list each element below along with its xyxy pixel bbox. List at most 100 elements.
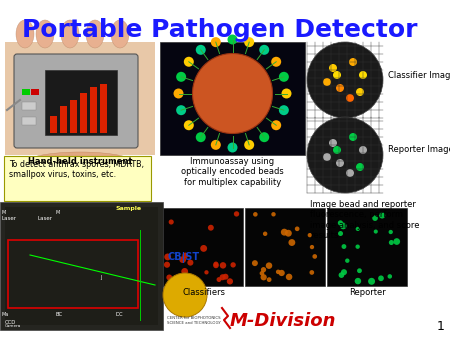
Circle shape bbox=[227, 278, 233, 285]
Bar bbox=[160, 42, 305, 155]
Circle shape bbox=[310, 270, 314, 275]
Circle shape bbox=[333, 146, 341, 154]
Bar bbox=[245, 208, 325, 286]
Circle shape bbox=[333, 71, 341, 79]
FancyBboxPatch shape bbox=[4, 156, 151, 201]
Circle shape bbox=[220, 274, 225, 280]
Bar bbox=[100, 83, 107, 133]
Circle shape bbox=[323, 153, 331, 161]
Circle shape bbox=[184, 120, 194, 130]
Circle shape bbox=[200, 245, 207, 252]
Circle shape bbox=[174, 89, 184, 98]
Circle shape bbox=[372, 215, 378, 221]
Text: Sample: Sample bbox=[115, 206, 141, 211]
Circle shape bbox=[176, 72, 186, 82]
Text: Reporter Image: Reporter Image bbox=[388, 145, 450, 154]
Circle shape bbox=[346, 169, 354, 177]
Circle shape bbox=[253, 212, 258, 217]
Circle shape bbox=[259, 132, 269, 142]
Bar bbox=[60, 106, 67, 133]
Circle shape bbox=[244, 37, 254, 47]
Circle shape bbox=[349, 133, 357, 141]
Circle shape bbox=[228, 143, 238, 152]
FancyBboxPatch shape bbox=[14, 54, 138, 148]
Text: CENTER for BIOPHOTONICS
SCIENCE and TECHNOLOGY: CENTER for BIOPHOTONICS SCIENCE and TECH… bbox=[167, 316, 221, 325]
Circle shape bbox=[163, 273, 207, 317]
Bar bbox=[8, 240, 138, 308]
Bar bbox=[22, 102, 36, 110]
Circle shape bbox=[349, 58, 357, 66]
Bar bbox=[22, 89, 30, 95]
Circle shape bbox=[279, 72, 289, 82]
Circle shape bbox=[244, 140, 254, 150]
Circle shape bbox=[285, 230, 292, 237]
Circle shape bbox=[261, 267, 266, 272]
Circle shape bbox=[184, 57, 194, 67]
Circle shape bbox=[338, 220, 343, 225]
Circle shape bbox=[393, 238, 400, 245]
Circle shape bbox=[307, 42, 383, 118]
Text: Portable Pathogen Detector: Portable Pathogen Detector bbox=[22, 18, 418, 42]
Circle shape bbox=[356, 88, 364, 96]
Circle shape bbox=[182, 252, 188, 258]
Circle shape bbox=[279, 105, 289, 115]
Circle shape bbox=[310, 245, 314, 249]
Circle shape bbox=[179, 256, 186, 263]
Circle shape bbox=[213, 262, 218, 267]
Circle shape bbox=[211, 140, 221, 150]
Circle shape bbox=[181, 268, 188, 275]
Circle shape bbox=[359, 71, 367, 79]
Text: M-Division: M-Division bbox=[230, 312, 337, 330]
Circle shape bbox=[281, 229, 288, 236]
Bar bbox=[22, 117, 36, 125]
Circle shape bbox=[379, 212, 385, 219]
Bar bbox=[31, 89, 39, 95]
Ellipse shape bbox=[61, 20, 79, 48]
Circle shape bbox=[342, 244, 346, 249]
Text: 1: 1 bbox=[437, 320, 445, 333]
Text: Classifiers: Classifiers bbox=[183, 288, 225, 297]
Circle shape bbox=[341, 269, 347, 275]
Circle shape bbox=[338, 231, 343, 236]
Text: Image bead and reporter
fluorescence, perform
image analysis, and score
results: Image bead and reporter fluorescence, pe… bbox=[310, 200, 419, 240]
Circle shape bbox=[368, 278, 375, 285]
Circle shape bbox=[389, 230, 393, 234]
Circle shape bbox=[223, 274, 229, 280]
Text: Ma: Ma bbox=[2, 312, 9, 317]
Text: Classifier Image: Classifier Image bbox=[388, 71, 450, 79]
Circle shape bbox=[279, 270, 285, 276]
Ellipse shape bbox=[36, 20, 54, 48]
Circle shape bbox=[355, 278, 361, 284]
Circle shape bbox=[359, 146, 367, 154]
Text: Reporter: Reporter bbox=[349, 288, 385, 297]
Circle shape bbox=[261, 274, 267, 281]
Circle shape bbox=[346, 94, 354, 102]
Circle shape bbox=[271, 120, 281, 130]
Bar bbox=[90, 88, 97, 133]
Circle shape bbox=[387, 274, 392, 279]
Circle shape bbox=[266, 262, 272, 269]
Ellipse shape bbox=[111, 20, 129, 48]
Bar bbox=[50, 116, 57, 133]
Circle shape bbox=[220, 262, 226, 269]
Circle shape bbox=[345, 259, 350, 263]
Bar bbox=[0, 202, 163, 330]
Text: Camera: Camera bbox=[5, 324, 21, 328]
Circle shape bbox=[356, 227, 360, 231]
Circle shape bbox=[389, 240, 394, 245]
Bar bbox=[163, 208, 243, 286]
Circle shape bbox=[230, 262, 236, 268]
Circle shape bbox=[357, 268, 362, 273]
Circle shape bbox=[288, 239, 295, 246]
Text: Hand-held instrument: Hand-held instrument bbox=[28, 157, 132, 166]
Text: CB|ST: CB|ST bbox=[167, 252, 199, 263]
Text: CCD: CCD bbox=[5, 320, 16, 325]
Circle shape bbox=[329, 139, 337, 147]
Circle shape bbox=[307, 117, 383, 193]
Circle shape bbox=[216, 277, 221, 282]
Text: M: M bbox=[2, 210, 6, 215]
Text: Immunoassay using
optically encoded beads
for multiplex capability: Immunoassay using optically encoded bead… bbox=[181, 157, 284, 187]
Circle shape bbox=[336, 159, 344, 167]
Circle shape bbox=[193, 53, 273, 134]
Circle shape bbox=[374, 230, 378, 234]
